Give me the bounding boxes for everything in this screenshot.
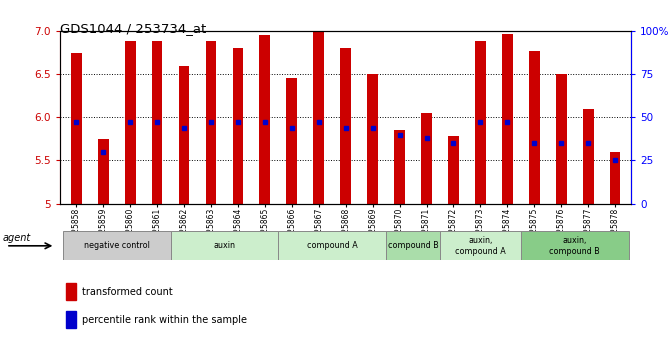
Bar [71, 52, 81, 204]
Bar [259, 35, 271, 204]
Bar [386, 231, 440, 260]
Bar [610, 152, 621, 204]
Text: negative control: negative control [84, 241, 150, 250]
Text: GDS1044 / 253734_at: GDS1044 / 253734_at [60, 22, 206, 36]
Bar [287, 79, 297, 204]
Bar [440, 231, 521, 260]
Bar [448, 136, 459, 204]
Bar [66, 283, 76, 300]
Text: transformed count: transformed count [82, 287, 173, 297]
Bar [556, 74, 566, 204]
Bar [66, 311, 76, 328]
Bar [279, 231, 386, 260]
Text: auxin: auxin [214, 241, 235, 250]
Bar [340, 48, 351, 204]
Text: agent: agent [3, 233, 31, 243]
Bar [313, 31, 324, 204]
Bar [367, 74, 378, 204]
Bar [521, 231, 629, 260]
Bar [152, 41, 162, 204]
Bar [421, 113, 432, 204]
Bar [206, 41, 216, 204]
Bar [178, 66, 190, 204]
Bar [63, 231, 170, 260]
Bar [475, 41, 486, 204]
Bar [529, 51, 540, 204]
Bar [394, 130, 405, 204]
Bar [170, 231, 279, 260]
Text: compound A: compound A [307, 241, 357, 250]
Bar [502, 34, 513, 204]
Text: percentile rank within the sample: percentile rank within the sample [82, 315, 247, 325]
Bar [582, 109, 594, 204]
Bar [125, 41, 136, 204]
Text: auxin,
compound A: auxin, compound A [455, 236, 506, 256]
Bar [232, 48, 243, 204]
Text: compound B: compound B [387, 241, 438, 250]
Bar [98, 139, 109, 204]
Text: auxin,
compound B: auxin, compound B [549, 236, 600, 256]
